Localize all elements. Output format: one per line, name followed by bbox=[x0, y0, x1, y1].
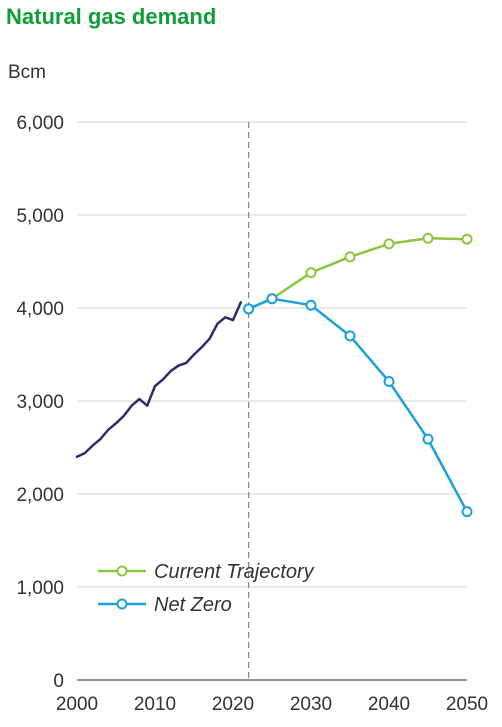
series-1-point bbox=[461, 233, 473, 245]
chart-title: Natural gas demand bbox=[6, 4, 217, 29]
series-group bbox=[75, 232, 473, 518]
x-tick-labels: 2000 2010 2020 2030 2040 2050 bbox=[56, 694, 488, 715]
legend: Current Trajectory Net Zero bbox=[98, 561, 315, 616]
x-tick-label: 2010 bbox=[134, 694, 176, 715]
series-1-point bbox=[344, 251, 356, 263]
series-1-point bbox=[422, 232, 434, 244]
x-tick-label: 2040 bbox=[368, 694, 410, 715]
y-tick-label: 4,000 bbox=[16, 299, 64, 320]
x-tick-label: 2050 bbox=[446, 694, 488, 715]
series-line-0 bbox=[75, 301, 243, 459]
series-2-point bbox=[344, 330, 356, 342]
legend-label: Net Zero bbox=[154, 594, 232, 616]
legend-swatch-marker bbox=[116, 565, 128, 577]
series-line-2 bbox=[247, 297, 469, 513]
y-axis-label: Bcm bbox=[8, 62, 46, 83]
x-tick-label: 2030 bbox=[290, 694, 332, 715]
series-2-point bbox=[305, 299, 317, 311]
series-1-point bbox=[383, 238, 395, 250]
legend-swatch-marker bbox=[116, 598, 128, 610]
y-tick-label: 1,000 bbox=[16, 578, 64, 599]
series-2-point bbox=[266, 293, 278, 305]
y-tick-label: 5,000 bbox=[16, 206, 64, 227]
x-tick-label: 2020 bbox=[212, 694, 254, 715]
y-tick-label: 2,000 bbox=[16, 485, 64, 506]
series-line-1 bbox=[247, 237, 469, 311]
legend-label: Current Trajectory bbox=[154, 561, 315, 583]
series-2-point bbox=[243, 303, 255, 315]
series-2-point bbox=[422, 433, 434, 445]
y-tick-label: 6,000 bbox=[16, 113, 64, 134]
series-2-point bbox=[383, 375, 395, 387]
y-tick-labels: 0 1,000 2,000 3,000 4,000 5,000 6,000 bbox=[16, 113, 64, 692]
series-1-point bbox=[305, 267, 317, 279]
y-tick-label: 0 bbox=[53, 671, 64, 692]
x-tick-label: 2000 bbox=[56, 694, 98, 715]
series-2-point bbox=[461, 506, 473, 518]
y-tick-label: 3,000 bbox=[16, 392, 64, 413]
